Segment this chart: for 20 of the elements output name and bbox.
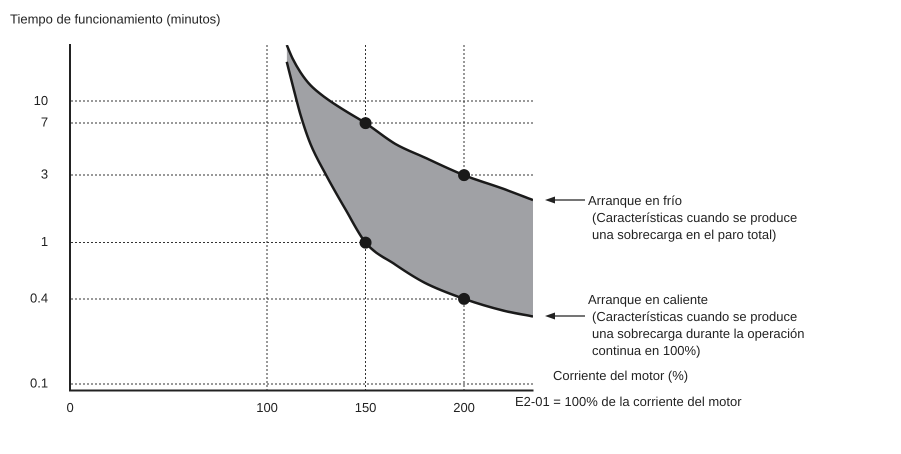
x-tick-label: 0: [66, 400, 74, 415]
point: [458, 169, 470, 182]
point: [458, 292, 470, 305]
y-axis-title: Tiempo de funcionamiento (minutos): [10, 12, 221, 27]
x-tick-label: 100: [256, 400, 278, 415]
x-tick-label: 150: [354, 400, 376, 415]
y-tick-label: 10: [34, 92, 48, 108]
point: [360, 117, 372, 130]
point: [360, 236, 372, 249]
y-tick-label: 0.1: [30, 376, 48, 391]
text: E2-01 = 100% de la corriente del motor: [515, 394, 742, 409]
y-tick-label: 1: [40, 234, 48, 250]
y-tick-label: 7: [40, 114, 48, 130]
text: Arranque en caliente (Características cuando se produce una sobrecarga durante la operación continua en 100%): [588, 290, 804, 359]
line-series: [286, 45, 533, 202]
x-tick-label: 200: [453, 400, 475, 415]
x-axis-title: Corriente del motor (%): [553, 368, 688, 383]
y-tick-label: 3: [40, 166, 48, 182]
y-tick-label: 0.4: [30, 290, 48, 306]
text: Arranque en frío (Características cuando se produce una sobrecarga en el paro total): [588, 192, 798, 243]
